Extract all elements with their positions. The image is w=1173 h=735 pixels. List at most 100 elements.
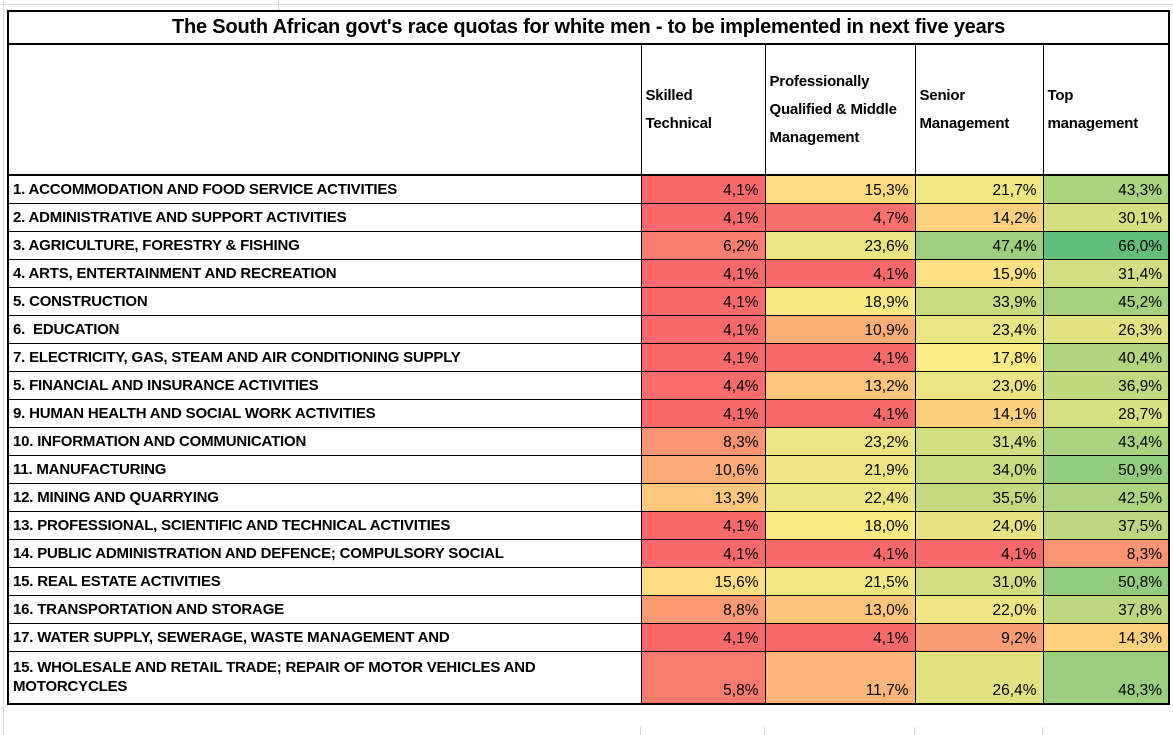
value-cell: 47,4% (914, 230, 1044, 260)
value-cell: 5,8% (640, 650, 766, 705)
header-row: Skilled Technical Professionally Qualifie… (7, 43, 1170, 176)
value-cell: 17,8% (914, 342, 1044, 372)
value-cell: 42,5% (1042, 482, 1170, 512)
value-cell: 36,9% (1042, 370, 1170, 400)
value-cell: 10,9% (764, 314, 916, 344)
value-cell: 4,1% (764, 342, 916, 372)
row-label: 2. ADMINISTRATIVE AND SUPPORT ACTIVITIES (7, 202, 642, 232)
corner-cell (7, 43, 642, 176)
value-cell: 10,6% (640, 454, 766, 484)
table-row: 1. ACCOMMODATION AND FOOD SERVICE ACTIVI… (7, 174, 1170, 204)
value-cell: 18,0% (764, 510, 916, 540)
sheet-gridline (1042, 727, 1043, 735)
value-cell: 4,1% (640, 174, 766, 204)
value-cell: 26,4% (914, 650, 1044, 705)
column-header: Professionally Qualified & Middle Manage… (764, 43, 916, 176)
table-row: 4. ARTS, ENTERTAINMENT AND RECREATION 4,1… (7, 258, 1170, 288)
sheet-gridline (640, 727, 641, 735)
column-header: Skilled Technical (640, 43, 766, 176)
value-cell: 43,4% (1042, 426, 1170, 456)
value-cell: 23,6% (764, 230, 916, 260)
value-cell: 4,1% (640, 398, 766, 428)
column-header: Top management (1042, 43, 1170, 176)
value-cell: 30,1% (1042, 202, 1170, 232)
table-row: 3. AGRICULTURE, FORESTRY & FISHING 6,2% 23… (7, 230, 1170, 260)
value-cell: 21,7% (914, 174, 1044, 204)
value-cell: 40,4% (1042, 342, 1170, 372)
value-cell: 4,4% (640, 370, 766, 400)
sheet-gridline (764, 727, 765, 735)
value-cell: 4,1% (640, 314, 766, 344)
row-label: 6. EDUCATION (7, 314, 642, 344)
row-label: 4. ARTS, ENTERTAINMENT AND RECREATION (7, 258, 642, 288)
table-row: 10. INFORMATION AND COMMUNICATION 8,3% 23,… (7, 426, 1170, 456)
row-label: 11. MANUFACTURING (7, 454, 642, 484)
row-label: 12. MINING AND QUARRYING (7, 482, 642, 512)
table-row: 5. FINANCIAL AND INSURANCE ACTIVITIES 4,4… (7, 370, 1170, 400)
table-row: 15. WHOLESALE AND RETAIL TRADE; REPAIR O… (7, 650, 1170, 705)
value-cell: 31,4% (914, 426, 1044, 456)
row-label: 1. ACCOMMODATION AND FOOD SERVICE ACTIVI… (7, 174, 642, 204)
table-title: The South African govt's race quotas for… (7, 10, 1170, 45)
value-cell: 45,2% (1042, 286, 1170, 316)
table-row: 14. PUBLIC ADMINISTRATION AND DEFENCE; C… (7, 538, 1170, 568)
value-cell: 26,3% (1042, 314, 1170, 344)
table-row: 17. WATER SUPPLY, SEWERAGE, WASTE MANAGE… (7, 622, 1170, 652)
quota-table: The South African govt's race quotas for… (7, 10, 1171, 705)
table-row: 2. ADMINISTRATIVE AND SUPPORT ACTIVITIES… (7, 202, 1170, 232)
value-cell: 22,0% (914, 594, 1044, 624)
value-cell: 21,9% (764, 454, 916, 484)
table-row: 13. PROFESSIONAL, SCIENTIFIC AND TECHNIC… (7, 510, 1170, 540)
value-cell: 28,7% (1042, 398, 1170, 428)
value-cell: 13,2% (764, 370, 916, 400)
row-label: 3. AGRICULTURE, FORESTRY & FISHING (7, 230, 642, 260)
value-cell: 4,1% (640, 538, 766, 568)
table-row: 6. EDUCATION 4,1% 10,9% 23,4% 26,3% (7, 314, 1170, 344)
value-cell: 14,2% (914, 202, 1044, 232)
value-cell: 50,9% (1042, 454, 1170, 484)
value-cell: 33,9% (914, 286, 1044, 316)
value-cell: 48,3% (1042, 650, 1170, 705)
row-label: 10. INFORMATION AND COMMUNICATION (7, 426, 642, 456)
sheet-gridline (3, 0, 4, 735)
value-cell: 4,1% (914, 538, 1044, 568)
row-label: 15. REAL ESTATE ACTIVITIES (7, 566, 642, 596)
value-cell: 22,4% (764, 482, 916, 512)
row-label: 5. FINANCIAL AND INSURANCE ACTIVITIES (7, 370, 642, 400)
table-row: 5. CONSTRUCTION 4,1% 18,9% 33,9% 45,2% (7, 286, 1170, 316)
value-cell: 4,1% (640, 202, 766, 232)
value-cell: 13,3% (640, 482, 766, 512)
value-cell: 37,8% (1042, 594, 1170, 624)
table-row: 12. MINING AND QUARRYING 13,3% 22,4% 35,5% 4… (7, 482, 1170, 512)
value-cell: 37,5% (1042, 510, 1170, 540)
value-cell: 21,5% (764, 566, 916, 596)
value-cell: 23,0% (914, 370, 1044, 400)
value-cell: 4,1% (640, 286, 766, 316)
value-cell: 4,1% (764, 398, 916, 428)
value-cell: 35,5% (914, 482, 1044, 512)
value-cell: 4,1% (764, 622, 916, 652)
value-cell: 15,6% (640, 566, 766, 596)
value-cell: 6,2% (640, 230, 766, 260)
table-row: 11. MANUFACTURING 10,6% 21,9% 34,0% 50,9% (7, 454, 1170, 484)
sheet-gridline (278, 0, 279, 10)
value-cell: 18,9% (764, 286, 916, 316)
value-cell: 31,0% (914, 566, 1044, 596)
row-label: 9. HUMAN HEALTH AND SOCIAL WORK ACTIVITI… (7, 398, 642, 428)
value-cell: 8,3% (1042, 538, 1170, 568)
row-label: 5. CONSTRUCTION (7, 286, 642, 316)
row-label: 17. WATER SUPPLY, SEWERAGE, WASTE MANAGE… (7, 622, 642, 652)
table-row: 9. HUMAN HEALTH AND SOCIAL WORK ACTIVITI… (7, 398, 1170, 428)
value-cell: 11,7% (764, 650, 916, 705)
table-row: 16. TRANSPORTATION AND STORAGE 8,8% 13,0% 2… (7, 594, 1170, 624)
row-label: 14. PUBLIC ADMINISTRATION AND DEFENCE; C… (7, 538, 642, 568)
title-row: The South African govt's race quotas for… (7, 10, 1170, 45)
value-cell: 4,1% (764, 538, 916, 568)
row-label: 16. TRANSPORTATION AND STORAGE (7, 594, 642, 624)
value-cell: 34,0% (914, 454, 1044, 484)
value-cell: 8,3% (640, 426, 766, 456)
value-cell: 23,2% (764, 426, 916, 456)
value-cell: 50,8% (1042, 566, 1170, 596)
column-header: Senior Management (914, 43, 1044, 176)
